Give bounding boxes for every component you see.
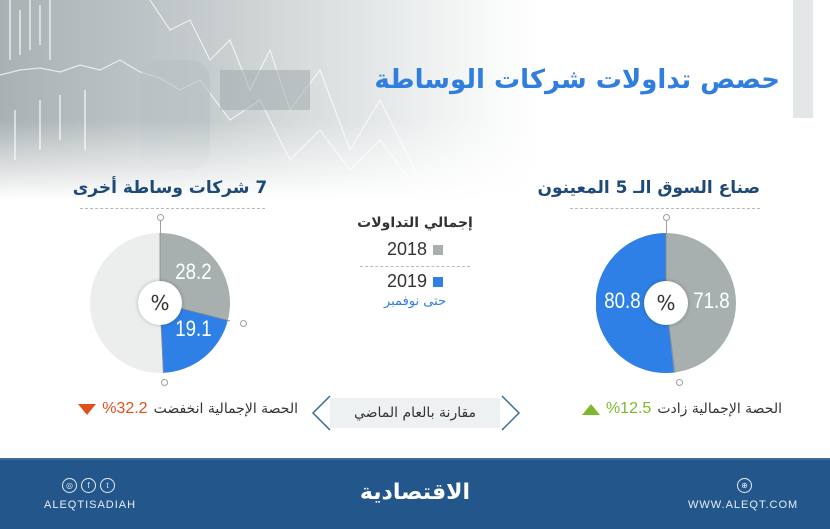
pie-slice-2019 [160,303,228,373]
left-value-2018: 28.2 [175,259,212,284]
right-pointer-stem-top [666,220,667,234]
left-pointer-knob-bottom [161,379,168,386]
page-title: حصص تداولات شركات الوساطة [374,65,780,95]
legend-item-2019: 2019 [330,271,500,292]
facebook-icon[interactable]: f [81,478,96,493]
left-pointer-knob-right [240,320,247,327]
right-change-value: %12.5 [605,400,652,417]
instagram-icon[interactable]: ◎ [62,478,77,493]
right-value-2019: 80.8 [604,288,641,313]
left-value-2019: 19.1 [175,316,212,341]
chevron-right-icon [501,395,521,431]
legend-label-2019: 2019 [386,271,428,291]
right-pointer-knob-bottom [676,379,683,386]
legend-divider [360,266,470,267]
brand-logo: الاقتصادية [359,480,471,505]
right-panel-title: صناع السوق الـ 5 المعينون [537,178,760,198]
chevron-left-icon [311,395,331,431]
right-change-stat: الحصة الإجمالية زادت %12.5 [581,400,782,418]
left-change-text: الحصة الإجمالية انخفضت [153,401,298,417]
social-handle[interactable]: ALEQTISADIAH [44,499,137,511]
left-panel-title: 7 شركات وساطة أخرى [72,178,268,198]
legend-note: حتى نوفمبر [383,294,447,309]
legend-title: إجمالي التداولات [357,215,473,231]
hero-fade [0,120,830,200]
arrow-up-icon [581,403,600,415]
left-pointer-stem-top [160,220,161,234]
left-change-value: %32.2 [102,400,148,417]
right-title-divider [570,208,760,209]
web-icon-wrap: ⊕ [737,478,752,493]
legend-swatch-blue-icon [433,276,444,287]
social-icons: ◎ f t [62,478,115,493]
compare-label: مقارنة بالعام الماضي [330,398,500,428]
website-link[interactable]: WWW.ALEQT.COM [688,499,799,511]
left-change-stat: الحصة الإجمالية انخفضت %32.2 [78,400,298,418]
hero-banner [0,0,830,200]
legend-item-2018: 2018 [330,239,500,260]
left-title-divider [80,208,265,209]
legend: إجمالي التداولات 2018 2019 حتى نوفمبر [330,215,500,309]
legend-swatch-gray-icon [433,244,444,255]
left-percent-badge: % [138,281,182,325]
globe-icon: ⊕ [737,478,752,493]
legend-label-2018: 2018 [386,239,428,259]
pie-slice-2019 [596,233,674,373]
right-value-2018: 71.8 [693,288,730,313]
arrow-down-icon [78,403,97,415]
right-change-text: الحصة الإجمالية زادت [657,401,782,417]
right-percent-badge: % [644,281,688,325]
footer: ◎ f t ALEQTISADIAH الاقتصادية ⊕ WWW.ALEQ… [0,458,830,529]
twitter-icon[interactable]: t [100,478,115,493]
side-accent-bar [793,0,813,118]
